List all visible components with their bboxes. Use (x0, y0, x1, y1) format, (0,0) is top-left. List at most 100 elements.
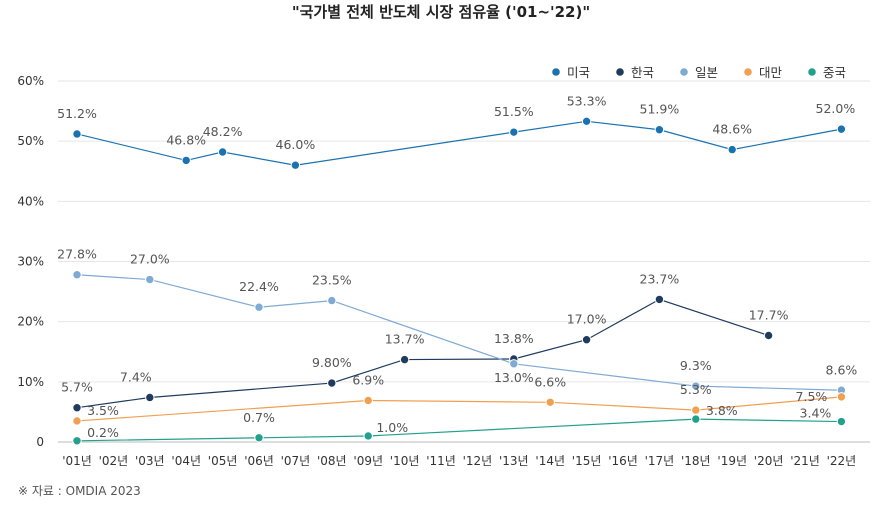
data-label: 1.0% (376, 420, 408, 435)
x-tick-label: '16년 (608, 454, 638, 468)
series-lines (76, 120, 842, 442)
data-point (691, 381, 701, 391)
legend-label: 일본 (695, 65, 718, 80)
x-tick-label: '17년 (645, 454, 675, 468)
data-label: 13.8% (494, 331, 534, 346)
series-line (76, 418, 842, 442)
data-label: 0.7% (243, 410, 275, 425)
legend-marker (680, 68, 688, 76)
legend-label: 미국 (567, 65, 590, 80)
legend-label: 중국 (823, 65, 846, 80)
data-label: 6.6% (534, 374, 566, 389)
x-tick-label: '09년 (353, 454, 383, 468)
data-point (72, 270, 82, 280)
data-point (363, 431, 373, 441)
data-point (836, 392, 847, 402)
x-tick-label: '06년 (244, 454, 274, 468)
data-label: 3.4% (800, 406, 832, 421)
x-tick-label: '11년 (426, 454, 456, 468)
chart-title: "국가별 전체 반도체 시장 점유율 ('01~'22)" (291, 3, 591, 21)
x-tick-label: '18년 (681, 454, 711, 468)
x-tick-label: '15년 (572, 454, 602, 468)
x-tick-label: '07년 (281, 454, 311, 468)
data-label: 5.7% (61, 380, 93, 395)
data-label: 51.2% (57, 106, 97, 121)
data-point (363, 395, 373, 406)
y-tick-label: 10% (17, 375, 44, 389)
data-labels: 51.2% 46.8%48.2% 46.0% 51.5% 53.3% 51.9% 48.6%… (57, 93, 857, 439)
data-point (72, 403, 82, 413)
y-tick-label: 30% (17, 255, 44, 269)
y-tick-label: 60% (17, 74, 44, 88)
data-label: 52.0% (816, 101, 856, 116)
data-point (691, 414, 701, 424)
legend-marker (552, 68, 560, 76)
data-point (581, 116, 592, 127)
data-label: 46.8% (166, 132, 206, 147)
data-point (509, 359, 519, 369)
data-label: 9.3% (680, 358, 712, 373)
x-tick-label: '21년 (790, 454, 820, 468)
x-tick-label: '05년 (208, 454, 238, 468)
data-label: 23.5% (312, 273, 352, 288)
data-point (327, 378, 337, 388)
data-label: 46.0% (276, 137, 316, 152)
data-label: 13.0% (494, 370, 534, 385)
data-point (836, 124, 847, 134)
data-point (654, 294, 665, 305)
x-tick-label: '12년 (463, 454, 493, 468)
x-tick-label: '01년 (62, 454, 92, 468)
data-point (72, 129, 82, 139)
legend-marker (808, 68, 816, 76)
legend-label: 한국 (631, 65, 654, 80)
data-label: 22.4% (239, 279, 279, 294)
legend-label: 대만 (759, 65, 783, 80)
x-axis: '01년 '02년 '03년 '04년 '05년 '06년 '07년 '08년 '09년 '10년… (58, 441, 870, 468)
y-tick-label: 0 (36, 435, 44, 449)
data-label: 8.6% (826, 362, 858, 377)
x-tick-label: '02년 (99, 454, 129, 468)
legend: 미국 한국 일본 대만 중국 (552, 65, 846, 80)
data-point (217, 147, 228, 157)
y-axis: 0 10% 20% 30% 40% 50% 60% (17, 74, 44, 449)
data-label: 53.3% (567, 93, 607, 108)
data-point (181, 155, 191, 166)
data-point (509, 127, 519, 137)
x-tick-label: '08년 (317, 454, 347, 468)
data-point (727, 144, 737, 155)
data-label: 48.2% (203, 124, 243, 139)
data-label: 51.9% (640, 102, 680, 117)
data-point (145, 392, 155, 403)
data-label: 13.7% (385, 332, 425, 347)
data-label: 3.5% (87, 403, 119, 418)
data-point (836, 416, 847, 427)
legend-marker (616, 68, 624, 76)
y-tick-label: 40% (17, 194, 44, 208)
y-tick-label: 20% (17, 315, 44, 329)
data-label: 7.4% (120, 369, 152, 384)
data-label: 27.8% (57, 247, 97, 262)
data-point (763, 330, 774, 341)
data-point (399, 354, 410, 365)
data-point (145, 274, 155, 285)
x-tick-label: '04년 (171, 454, 201, 468)
series-points (72, 116, 847, 446)
data-label: 9.80% (312, 355, 352, 370)
data-label: 17.0% (567, 312, 607, 327)
data-label: 7.5% (796, 389, 828, 404)
data-label: 3.8% (706, 403, 738, 418)
source-note: ※ 자료 : OMDIA 2023 (18, 484, 141, 498)
data-label: 5.3% (680, 382, 712, 397)
data-point (72, 436, 82, 446)
data-label: 27.0% (130, 252, 170, 267)
data-point (545, 397, 555, 407)
data-point (254, 433, 264, 443)
data-point (654, 125, 665, 135)
data-point (72, 416, 82, 426)
data-label: 0.2% (87, 425, 119, 440)
x-tick-label: '03년 (135, 454, 165, 468)
x-tick-label: '20년 (754, 454, 784, 468)
data-label: 51.5% (494, 104, 534, 119)
x-tick-label: '13년 (499, 454, 529, 468)
